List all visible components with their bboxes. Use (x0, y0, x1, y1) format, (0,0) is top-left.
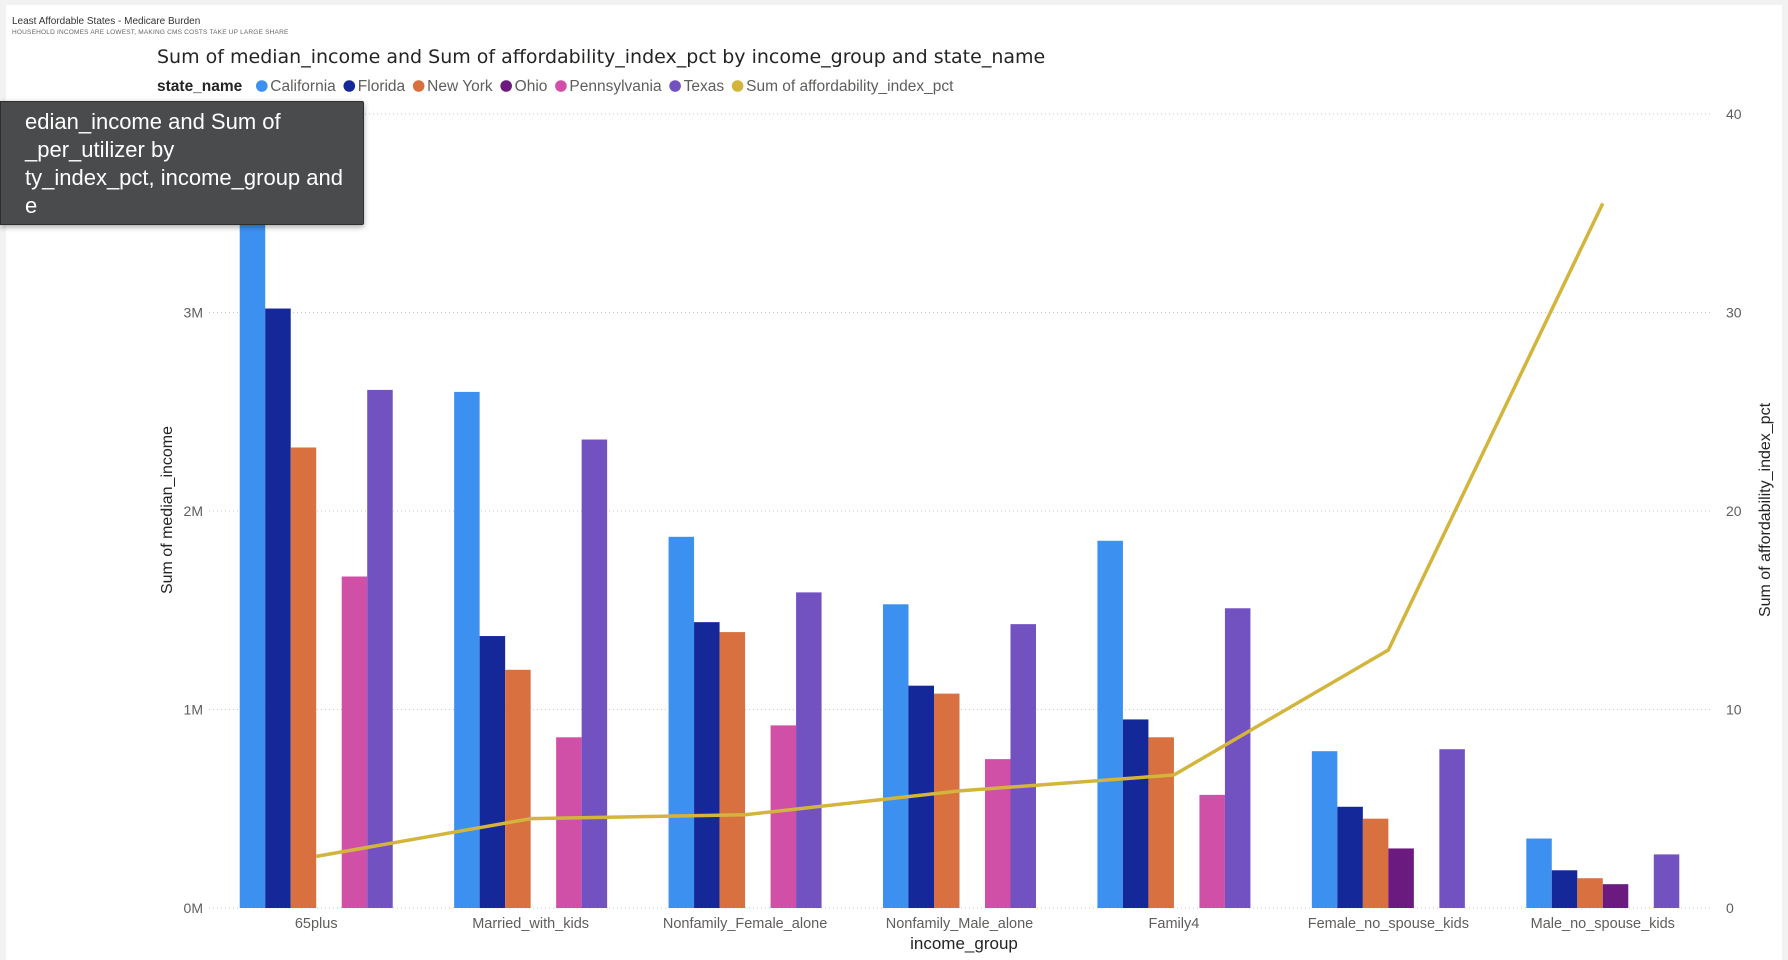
bar-texas[interactable] (796, 592, 822, 908)
legend-marker[interactable] (555, 80, 567, 92)
bar-texas[interactable] (581, 439, 608, 908)
y2-tick-label: 20 (1726, 503, 1742, 519)
bar-pennsylvania[interactable] (770, 725, 797, 908)
legend[interactable]: state_name California Florida New York Ohio P… (157, 78, 954, 95)
y2-tick-label: 40 (1726, 106, 1742, 122)
bar-texas[interactable] (1653, 854, 1680, 908)
bar-florida[interactable] (1337, 806, 1363, 908)
bar-florida[interactable] (479, 636, 506, 908)
bar-california[interactable] (668, 536, 695, 908)
legend-label[interactable]: Pennsylvania (569, 78, 662, 95)
x-tick-label: Female_no_spouse_kids (1308, 916, 1469, 932)
legend-marker[interactable] (343, 80, 356, 92)
tooltip-line: ty_index_pct, income_group and (25, 165, 343, 190)
legend-marker[interactable] (669, 80, 681, 92)
bar-florida[interactable] (1551, 870, 1578, 908)
y-axis-title: Sum of median_income (159, 426, 176, 594)
y-tick-label: 1M (184, 702, 203, 718)
legend-marker[interactable] (255, 80, 268, 92)
legend-label[interactable]: California (270, 78, 336, 95)
x-tick-label: 65plus (295, 916, 338, 932)
y-axis-left: 0M 1M 2M 3M (184, 305, 203, 917)
bar-california[interactable] (1526, 838, 1552, 908)
page-header: Least Affordable States - Medicare Burde… (12, 16, 289, 36)
y-axis-right: 0 10 20 30 40 (1726, 106, 1742, 916)
y2-tick-label: 0 (1726, 900, 1734, 916)
bars-group[interactable] (239, 114, 1680, 908)
x-tick-label: Male_no_spouse_kids (1531, 916, 1675, 932)
bar-pennsylvania[interactable] (556, 737, 582, 908)
legend-label[interactable]: Ohio (515, 78, 548, 95)
bar-new-york[interactable] (1577, 878, 1603, 908)
legend-title: state_name (157, 78, 243, 95)
bar-ohio[interactable] (1388, 848, 1414, 908)
bar-ohio[interactable] (1602, 884, 1629, 908)
bar-florida[interactable] (265, 308, 291, 908)
affordability-line[interactable] (315, 202, 1605, 859)
x-tick-label: Nonfamily_Male_alone (886, 916, 1034, 932)
x-tick-label: Married_with_kids (472, 916, 589, 932)
tooltip-text: edian_income and Sum of _per_utilizer by… (25, 108, 343, 220)
x-axis: 65plus Married_with_kids Nonfamily_Female_… (295, 916, 1675, 932)
x-axis-title: income_group (910, 934, 1018, 953)
bar-texas[interactable] (1224, 608, 1251, 908)
bar-california[interactable] (239, 114, 266, 908)
bar-texas[interactable] (1010, 624, 1037, 908)
bar-florida[interactable] (694, 622, 720, 908)
bar-florida[interactable] (1122, 719, 1149, 908)
bar-california[interactable] (454, 391, 480, 908)
bar-new-york[interactable] (290, 447, 317, 908)
bar-new-york[interactable] (934, 693, 960, 908)
legend-marker[interactable] (500, 80, 512, 92)
bar-new-york[interactable] (1362, 818, 1389, 908)
page-subtitle: HOUSEHOLD INCOMES ARE LOWEST, MAKING CMS… (12, 29, 289, 36)
bar-texas[interactable] (367, 389, 393, 908)
bar-pennsylvania[interactable] (341, 576, 368, 908)
legend-label[interactable]: Florida (358, 78, 406, 95)
tooltip-line: e (25, 193, 38, 218)
tooltip-line: edian_income and Sum of (25, 109, 281, 134)
bar-texas[interactable] (1439, 749, 1465, 908)
tooltip-line: _per_utilizer by (25, 137, 175, 162)
y-tick-label: 0M (184, 900, 203, 916)
legend-marker[interactable] (731, 80, 744, 92)
x-tick-label: Family4 (1149, 916, 1200, 932)
bar-california[interactable] (1097, 540, 1123, 908)
x-tick-label: Nonfamily_Female_alone (663, 916, 827, 932)
bar-california[interactable] (883, 604, 909, 908)
tooltip: edian_income and Sum of _per_utilizer by… (0, 101, 364, 225)
legend-marker[interactable] (412, 80, 425, 92)
bar-pennsylvania[interactable] (985, 759, 1011, 908)
legend-label[interactable]: Sum of affordability_index_pct (746, 78, 954, 95)
bar-pennsylvania[interactable] (1199, 794, 1225, 908)
y2-tick-label: 30 (1726, 305, 1742, 321)
y2-axis-title: Sum of affordability_index_pct (1757, 402, 1774, 617)
y-tick-label: 2M (184, 503, 203, 519)
chart-title: Sum of median_income and Sum of affordab… (157, 46, 1045, 68)
bar-new-york[interactable] (719, 632, 746, 908)
bar-new-york[interactable] (505, 669, 531, 908)
line-series-group[interactable] (315, 202, 1605, 859)
y2-tick-label: 10 (1726, 702, 1742, 718)
bar-california[interactable] (1311, 751, 1338, 908)
bar-new-york[interactable] (1148, 737, 1174, 908)
legend-label[interactable]: Texas (684, 78, 725, 95)
page-title: Least Affordable States - Medicare Burde… (12, 16, 201, 27)
y-tick-label: 3M (184, 305, 203, 321)
legend-label[interactable]: New York (427, 78, 493, 95)
